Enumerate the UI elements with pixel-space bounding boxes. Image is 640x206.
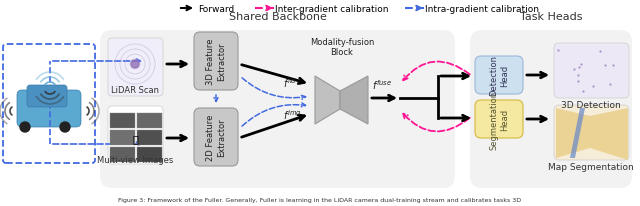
FancyBboxPatch shape — [100, 31, 455, 188]
Polygon shape — [315, 77, 340, 124]
Polygon shape — [340, 77, 368, 124]
Text: LiDAR Scan: LiDAR Scan — [111, 85, 159, 95]
FancyBboxPatch shape — [108, 107, 163, 164]
Circle shape — [20, 122, 30, 132]
Text: 🚗: 🚗 — [132, 133, 138, 143]
Text: Intra-gradient calibration: Intra-gradient calibration — [425, 5, 539, 13]
Circle shape — [131, 61, 139, 69]
Text: Modality-fusion
Block: Modality-fusion Block — [310, 37, 374, 57]
Polygon shape — [556, 109, 628, 160]
FancyBboxPatch shape — [470, 31, 632, 188]
Text: Detection
Head: Detection Head — [490, 55, 509, 96]
FancyBboxPatch shape — [554, 105, 629, 160]
FancyBboxPatch shape — [194, 109, 238, 166]
Bar — [110, 114, 135, 128]
FancyBboxPatch shape — [108, 39, 163, 97]
Text: $f^{lid}$: $f^{lid}$ — [283, 76, 298, 89]
Text: Shared Backbone: Shared Backbone — [229, 12, 327, 22]
Text: Inter-gradient calibration: Inter-gradient calibration — [275, 5, 388, 13]
Text: Multi-view Images: Multi-view Images — [97, 155, 173, 164]
FancyBboxPatch shape — [17, 91, 81, 127]
Polygon shape — [570, 109, 585, 158]
Text: Figure 3: Framework of the Fuller. Generally, Fuller is learning in the LiDAR ca: Figure 3: Framework of the Fuller. Gener… — [118, 197, 522, 202]
Bar — [110, 130, 135, 145]
Text: Map Segmentation: Map Segmentation — [548, 162, 634, 171]
Bar — [137, 147, 162, 162]
Text: 3D Detection: 3D Detection — [561, 101, 621, 109]
Bar — [110, 147, 135, 162]
Text: Segmentation
Head: Segmentation Head — [490, 90, 509, 149]
Text: 2D Feature
Extractor: 2D Feature Extractor — [206, 114, 226, 160]
Text: $f^{fuse}$: $f^{fuse}$ — [372, 78, 392, 91]
Circle shape — [60, 122, 70, 132]
Text: Forward: Forward — [198, 5, 234, 13]
Text: Task Heads: Task Heads — [520, 12, 582, 22]
Bar — [137, 114, 162, 128]
Text: $f^{img}$: $f^{img}$ — [283, 108, 302, 121]
FancyBboxPatch shape — [194, 33, 238, 91]
FancyBboxPatch shape — [27, 85, 67, 108]
FancyBboxPatch shape — [475, 57, 523, 95]
FancyBboxPatch shape — [475, 101, 523, 138]
Text: 3D Feature
Extractor: 3D Feature Extractor — [206, 39, 226, 85]
FancyBboxPatch shape — [554, 44, 629, 98]
Bar — [137, 130, 162, 145]
